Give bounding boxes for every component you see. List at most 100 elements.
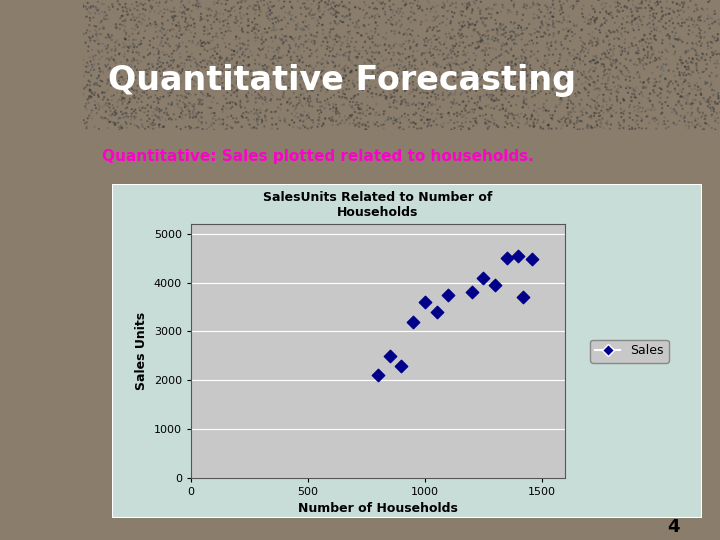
Point bbox=[360, 121, 372, 130]
Point bbox=[477, 17, 488, 26]
Point bbox=[133, 13, 145, 22]
Point bbox=[595, 1, 607, 9]
Point bbox=[695, 90, 706, 99]
Point bbox=[396, 20, 408, 29]
Point bbox=[574, 52, 585, 61]
Point bbox=[142, 67, 153, 76]
Point bbox=[507, 36, 518, 44]
Point bbox=[466, 71, 477, 80]
Point bbox=[127, 66, 139, 75]
Point bbox=[184, 122, 195, 131]
Point bbox=[429, 31, 441, 40]
Point bbox=[585, 72, 596, 81]
Point bbox=[564, 69, 576, 77]
Point bbox=[242, 22, 253, 30]
Point bbox=[357, 66, 369, 75]
Point bbox=[213, 53, 225, 62]
Point bbox=[357, 110, 369, 118]
Point bbox=[615, 122, 626, 130]
Point bbox=[422, 115, 433, 124]
Point bbox=[336, 65, 348, 74]
Point bbox=[711, 99, 720, 108]
Point bbox=[702, 98, 714, 106]
Point bbox=[246, 107, 257, 116]
Point bbox=[426, 38, 438, 47]
Point bbox=[496, 86, 508, 95]
Point bbox=[107, 110, 118, 118]
Point bbox=[667, 42, 679, 50]
Point bbox=[470, 51, 482, 60]
Point bbox=[372, 42, 383, 50]
Point bbox=[571, 0, 582, 5]
Point bbox=[377, 56, 389, 65]
Point bbox=[472, 29, 484, 37]
Point bbox=[667, 6, 679, 15]
Point bbox=[306, 37, 318, 46]
Point bbox=[163, 40, 174, 49]
Point bbox=[578, 70, 590, 78]
Point bbox=[243, 89, 254, 97]
Point bbox=[596, 79, 608, 88]
Point bbox=[627, 1, 639, 9]
Point bbox=[205, 121, 217, 130]
Point bbox=[667, 28, 678, 36]
Point bbox=[481, 27, 492, 36]
Point bbox=[516, 35, 527, 44]
Point bbox=[248, 1, 260, 10]
Point bbox=[109, 120, 120, 129]
Point bbox=[521, 54, 532, 63]
Point bbox=[142, 100, 153, 109]
Point bbox=[333, 109, 345, 118]
Point bbox=[535, 124, 546, 133]
Point bbox=[401, 100, 413, 109]
Point bbox=[356, 99, 367, 108]
Point bbox=[348, 119, 359, 127]
Point bbox=[424, 48, 436, 57]
Point bbox=[541, 107, 552, 116]
Point bbox=[644, 58, 656, 67]
Point bbox=[652, 119, 664, 128]
Point bbox=[545, 42, 557, 50]
Point bbox=[147, 3, 158, 11]
Point bbox=[256, 0, 267, 4]
Point bbox=[277, 36, 289, 44]
Point bbox=[694, 16, 706, 25]
Point bbox=[225, 6, 237, 15]
Point bbox=[571, 91, 582, 100]
Point bbox=[600, 119, 612, 127]
Point bbox=[486, 92, 498, 101]
Point bbox=[467, 105, 478, 114]
Point bbox=[348, 92, 359, 100]
Point bbox=[593, 0, 604, 4]
Point bbox=[257, 79, 269, 87]
Point bbox=[300, 5, 312, 14]
Point bbox=[400, 54, 412, 63]
Point bbox=[633, 55, 644, 63]
Point bbox=[192, 108, 204, 117]
Point bbox=[106, 36, 117, 44]
Point bbox=[98, 69, 109, 77]
Point bbox=[195, 9, 207, 18]
Point bbox=[580, 108, 592, 117]
Point bbox=[150, 28, 162, 36]
Point bbox=[461, 100, 472, 109]
Point bbox=[369, 4, 380, 13]
Point bbox=[714, 108, 720, 117]
Point bbox=[470, 114, 482, 123]
Point bbox=[583, 45, 595, 54]
Point bbox=[288, 48, 300, 57]
Point bbox=[670, 100, 682, 109]
Point bbox=[494, 68, 505, 77]
Point bbox=[197, 96, 208, 105]
Point bbox=[657, 64, 668, 73]
Point bbox=[129, 42, 140, 50]
Point bbox=[527, 14, 539, 23]
Point bbox=[235, 3, 247, 11]
Point bbox=[698, 95, 710, 104]
Point bbox=[467, 61, 479, 70]
Point bbox=[252, 0, 264, 6]
Point bbox=[405, 43, 416, 51]
Point bbox=[520, 57, 531, 65]
Point bbox=[480, 68, 492, 77]
Point bbox=[391, 117, 402, 126]
